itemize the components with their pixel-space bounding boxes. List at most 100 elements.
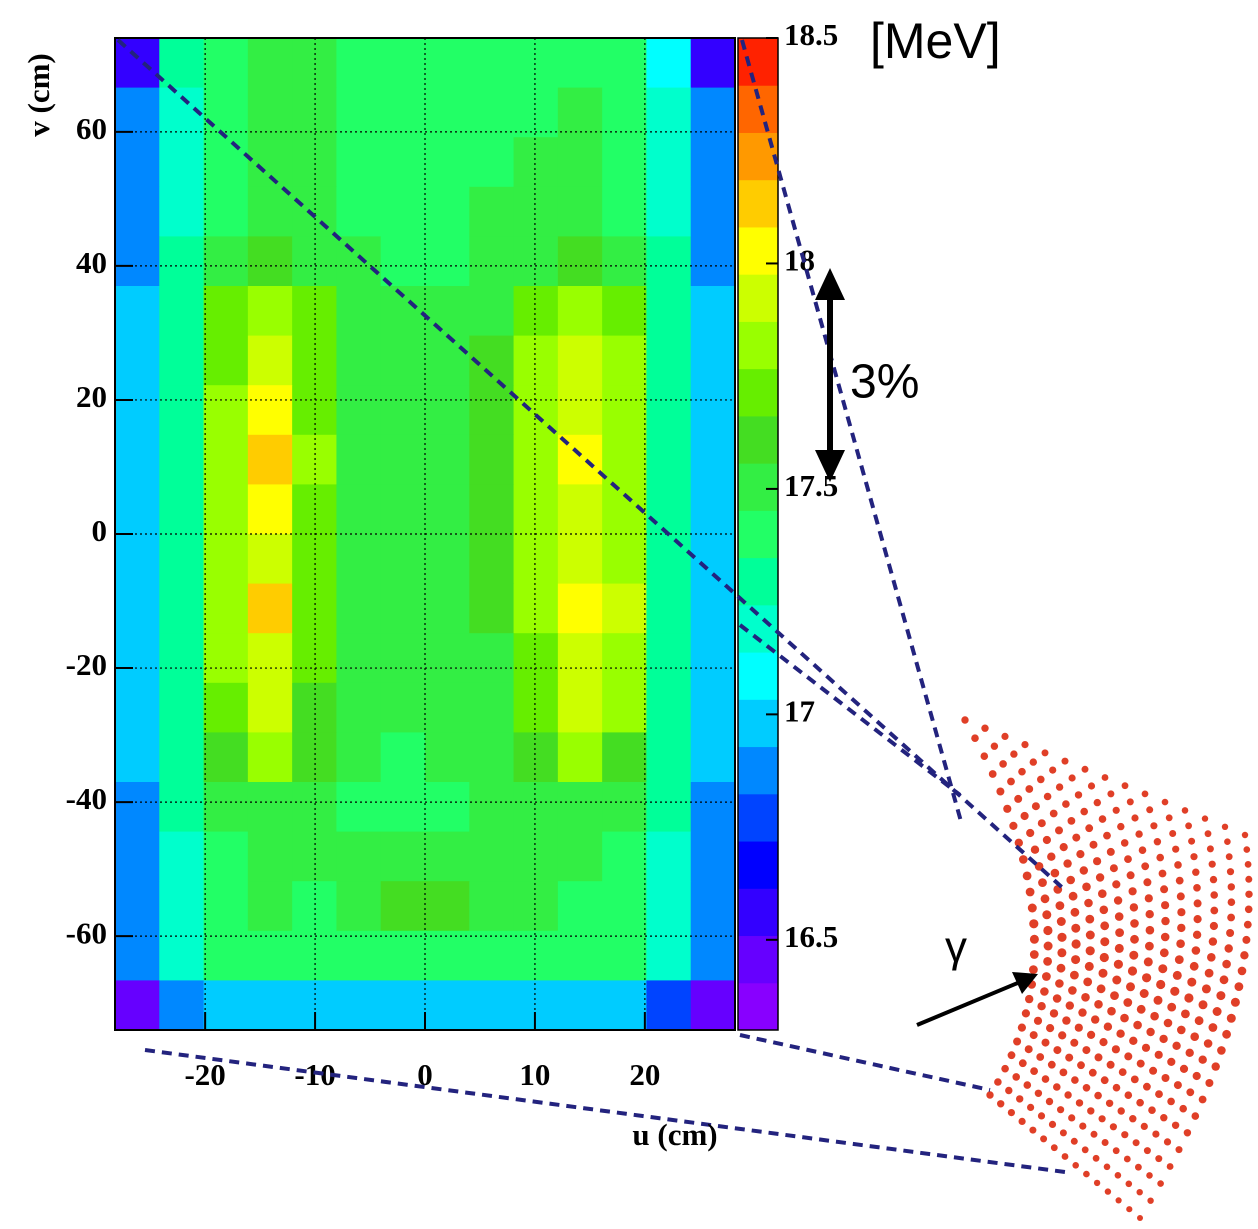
heatmap-cell — [469, 186, 515, 237]
crystal-dot — [1013, 1037, 1022, 1046]
crystal-dot — [1101, 774, 1109, 781]
heatmap-cell — [513, 534, 559, 585]
heatmap-cell — [557, 385, 603, 436]
heatmap-cell — [159, 137, 205, 188]
crystal-dot — [1053, 1083, 1061, 1091]
heatmap-cell — [602, 434, 647, 485]
crystal-dot — [1094, 1053, 1103, 1062]
heatmap-cell — [115, 434, 160, 485]
heatmap-cell — [336, 534, 382, 585]
crystal-dot — [1117, 1107, 1125, 1115]
crystal-dot — [1240, 951, 1249, 960]
crystal-dot — [1021, 741, 1029, 749]
heatmap-cell — [159, 633, 205, 684]
crystal-dot — [1145, 910, 1154, 919]
heatmap-cell — [646, 385, 692, 436]
heatmap-cell — [557, 87, 603, 138]
crystal-dot — [1217, 1046, 1226, 1055]
crystal-dot — [1244, 905, 1253, 914]
heatmap-cell — [292, 682, 337, 733]
heatmap-cell — [425, 87, 470, 138]
crystal-dot — [1094, 1091, 1102, 1100]
heatmap-cell — [336, 385, 382, 436]
crystal-dot — [1241, 831, 1249, 839]
crystal-dot — [1083, 1170, 1090, 1178]
heatmap-cell — [380, 38, 426, 89]
heatmap-cell — [247, 980, 293, 1031]
heatmap-cell — [115, 881, 160, 932]
heatmap-cell — [247, 236, 293, 287]
crystal-dot — [1155, 1090, 1163, 1098]
heatmap-cell — [203, 782, 249, 833]
crystal-dot — [1007, 1109, 1016, 1117]
heatmap-cell — [469, 534, 515, 585]
crystal-dot — [1059, 1129, 1067, 1137]
crystal-dot — [1163, 1138, 1172, 1146]
heatmap-cell — [557, 484, 603, 535]
crystal-dot — [1081, 1146, 1089, 1154]
crystal-dot — [1126, 871, 1135, 880]
heatmap-cell — [602, 732, 647, 783]
crystal-dot — [1194, 1016, 1204, 1026]
crystal-dot — [1219, 975, 1229, 985]
crystal-dot — [1143, 878, 1152, 887]
crystal-dot — [1186, 1088, 1195, 1097]
y-axis-label: v (cm) — [21, 53, 56, 136]
heatmap-cell — [203, 980, 249, 1031]
crystal-dot — [1140, 1122, 1148, 1130]
heatmap-cell — [513, 930, 559, 981]
heatmap-cell — [203, 583, 249, 634]
range-arrow — [815, 268, 845, 482]
crystal-dot — [1189, 961, 1199, 971]
heatmap-cell — [646, 87, 692, 138]
crystal-dot — [1048, 1120, 1057, 1128]
crystal-dot — [994, 1078, 1002, 1086]
crystal-dot — [1245, 890, 1253, 898]
heatmap-cell — [557, 831, 603, 882]
colorbar-band — [738, 888, 778, 937]
heatmap-cell — [247, 186, 293, 237]
crystal-dot — [1146, 806, 1154, 814]
crystal-dot — [1083, 977, 1093, 987]
crystal-dot — [1018, 767, 1026, 776]
heatmap-cell — [203, 881, 249, 932]
crystal-dot — [1064, 1091, 1072, 1099]
crystal-dot — [1115, 1197, 1122, 1204]
crystal-dot — [1049, 766, 1057, 774]
crystal-dot — [1153, 838, 1162, 846]
crystal-dot — [1085, 914, 1095, 924]
heatmap-cell — [159, 534, 205, 585]
crystal-dot — [1120, 1013, 1129, 1023]
heatmap-cell — [247, 286, 293, 337]
y-tick-label: 60 — [76, 111, 107, 146]
crystal-dot — [1046, 1024, 1055, 1033]
heatmap-cell — [380, 583, 426, 634]
heatmap-cell — [115, 583, 160, 634]
crystal-dot — [1141, 862, 1150, 871]
crystal-dot — [1216, 991, 1226, 1001]
heatmap-cell — [159, 930, 205, 981]
heatmap-cell — [247, 87, 293, 138]
heatmap-cell — [425, 682, 470, 733]
heatmap-cell — [159, 782, 205, 833]
y-tick-label: -40 — [66, 781, 107, 816]
heatmap-cell — [425, 335, 470, 386]
crystal-dot — [1173, 1081, 1182, 1090]
crystal-dot — [1190, 1032, 1199, 1041]
crystal-dot — [1181, 807, 1189, 814]
crystal-dot — [1112, 1083, 1121, 1092]
crystal-dot — [1094, 1000, 1103, 1009]
heatmap-cell — [513, 831, 559, 882]
dashed-line — [144, 1048, 1066, 1174]
crystal-dot — [1144, 894, 1153, 903]
crystal-dot — [1100, 921, 1110, 931]
crystal-dot — [1007, 1051, 1016, 1060]
crystal-dot — [1087, 1107, 1095, 1115]
crystal-dot — [1177, 1025, 1186, 1035]
crystal-dot — [1014, 838, 1023, 847]
crystal-dot — [1126, 798, 1134, 806]
crystal-dot — [1176, 939, 1185, 948]
crystal-dot — [1055, 979, 1064, 988]
crystal-dot — [1079, 1122, 1087, 1130]
